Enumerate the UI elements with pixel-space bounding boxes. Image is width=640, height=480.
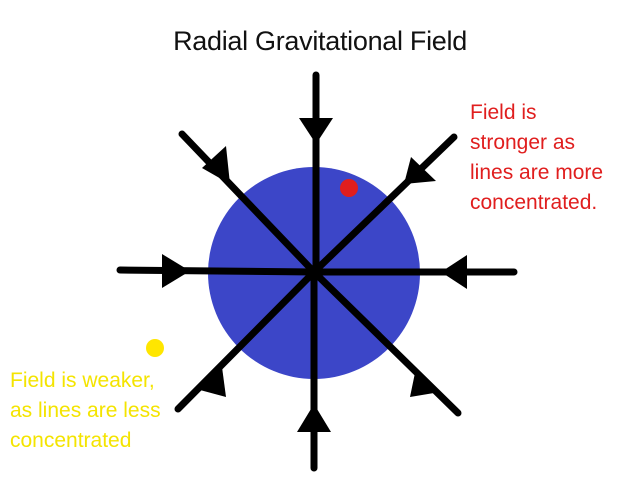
arrowhead-up-icon [297,404,331,432]
diagram-title: Radial Gravitational Field [173,26,467,56]
arrowhead-down-left-icon [404,157,436,184]
arrowhead-down-right-icon [202,146,230,184]
arrowhead-up-left-icon [410,368,440,397]
strong-annotation-line: stronger as [470,131,576,154]
weak-field-marker [146,339,164,357]
arrowhead-left-icon [441,255,467,289]
weak-annotation-line: as lines are less [10,399,161,422]
weak-annotation-line: Field is weaker, [10,369,155,392]
field-line-up-right [310,133,458,276]
arrowhead-up-right-icon [200,367,226,397]
arrowhead-down-icon [299,118,333,144]
field-line-down-left [174,268,318,413]
field-arrows [162,118,467,432]
field-line-left [116,266,318,276]
field-line-up-left [178,130,318,276]
strong-annotation-line: lines are more [470,161,604,184]
weak-field-annotation: Field is weaker, as lines are less conce… [10,366,175,456]
strong-annotation-line: concentrated. [470,191,598,214]
weak-annotation-line: concentrated [10,429,132,452]
strong-annotation-line: Field is [470,101,537,124]
arrowhead-right-icon [162,254,190,288]
strong-field-marker [340,179,358,197]
strong-field-annotation: Field is stronger as lines are more conc… [470,98,635,218]
